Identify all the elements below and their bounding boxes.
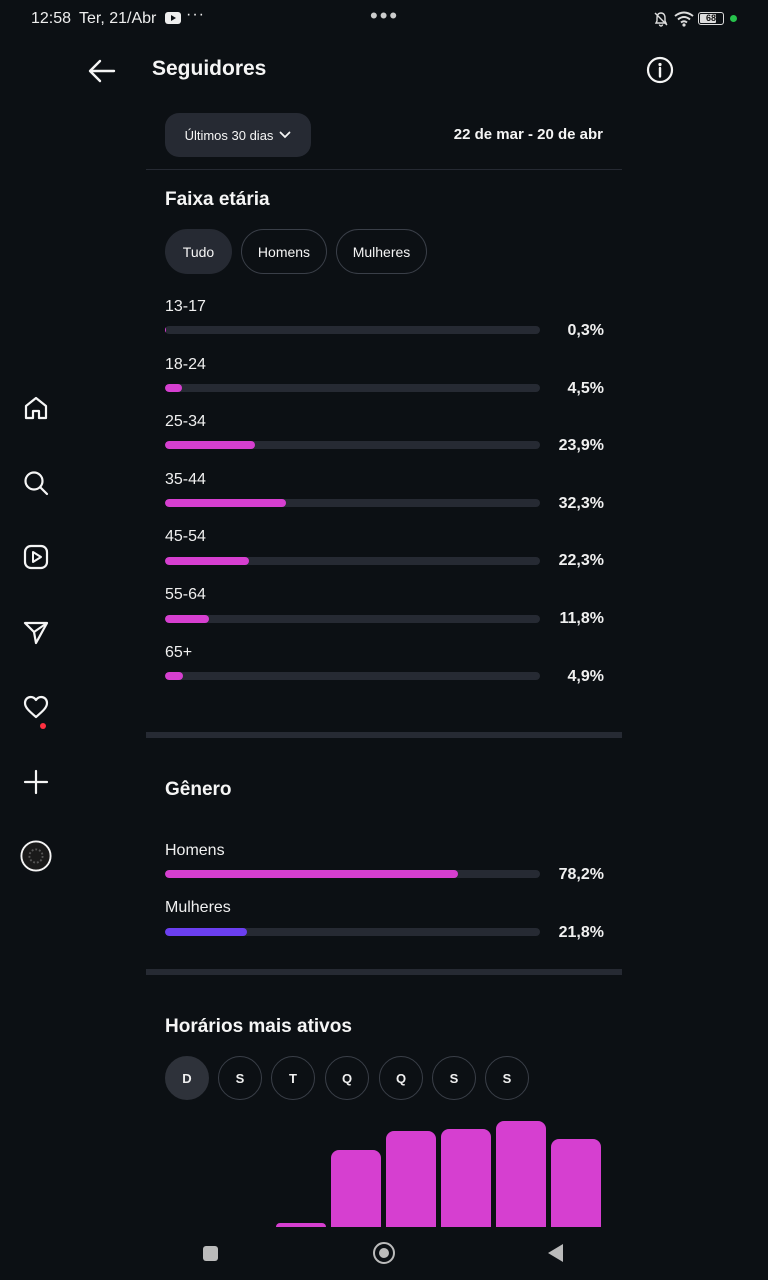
gender-row-track bbox=[165, 870, 540, 878]
date-range: 22 de mar - 20 de abr bbox=[453, 126, 603, 143]
age-section-title: Faixa etária bbox=[165, 189, 270, 210]
hour-bar bbox=[496, 1121, 546, 1227]
age-row-percent: 4,5% bbox=[567, 380, 604, 397]
day-button-friday[interactable]: S bbox=[432, 1056, 476, 1100]
battery-icon: 68 bbox=[698, 12, 724, 25]
gender-row-fill bbox=[165, 928, 247, 936]
age-row-track bbox=[165, 557, 540, 565]
notification-dot bbox=[40, 723, 46, 729]
age-row-fill bbox=[165, 499, 287, 507]
age-row-track bbox=[165, 615, 540, 623]
hour-bar bbox=[276, 1223, 326, 1227]
age-row-fill bbox=[165, 384, 182, 392]
gender-row-label: Homens bbox=[165, 842, 225, 859]
chevron-down-icon bbox=[280, 131, 291, 139]
page-title: Seguidores bbox=[152, 57, 267, 80]
age-row-label: 45-54 bbox=[165, 528, 206, 545]
recent-apps-button[interactable] bbox=[203, 1246, 218, 1261]
day-button-wednesday[interactable]: Q bbox=[325, 1056, 369, 1100]
age-row-percent: 23,9% bbox=[558, 437, 604, 454]
hour-bar bbox=[441, 1129, 491, 1227]
info-icon[interactable] bbox=[646, 56, 674, 84]
create-plus-icon[interactable] bbox=[20, 766, 52, 798]
age-row-fill bbox=[165, 615, 210, 623]
period-dropdown-button[interactable]: Últimos 30 dias bbox=[165, 113, 311, 157]
gender-row-fill bbox=[165, 870, 459, 878]
active-times-title: Horários mais ativos bbox=[165, 1016, 352, 1037]
gender-row-label: Mulheres bbox=[165, 899, 231, 916]
divider bbox=[146, 169, 622, 170]
profile-avatar[interactable] bbox=[20, 840, 52, 872]
age-row-label: 65+ bbox=[165, 644, 193, 661]
age-row-percent: 11,8% bbox=[559, 610, 604, 627]
day-button-monday[interactable]: S bbox=[218, 1056, 262, 1100]
home-button[interactable] bbox=[373, 1242, 395, 1264]
day-button-thursday[interactable]: Q bbox=[379, 1056, 423, 1100]
gender-section-title: Gênero bbox=[165, 779, 232, 800]
filter-all-pill[interactable]: Tudo bbox=[165, 229, 232, 274]
status-bar: 12:58 Ter, 21/Abr ··· ••• 68 bbox=[0, 0, 768, 38]
privacy-indicator-dot bbox=[730, 15, 737, 22]
gender-row-percent: 78,2% bbox=[558, 866, 604, 883]
age-row-percent: 4,9% bbox=[567, 668, 604, 685]
direct-messages-icon[interactable] bbox=[20, 616, 52, 648]
age-row-fill bbox=[165, 672, 184, 680]
heart-icon[interactable] bbox=[20, 691, 52, 723]
youtube-notification-icon bbox=[165, 12, 181, 24]
age-row-track bbox=[165, 499, 540, 507]
reels-icon[interactable] bbox=[20, 541, 52, 573]
hour-bar bbox=[386, 1131, 436, 1227]
gender-row-percent: 21,8% bbox=[558, 924, 604, 941]
home-icon[interactable] bbox=[20, 392, 52, 424]
filter-all-label: Tudo bbox=[182, 243, 215, 260]
filter-men-pill[interactable]: Homens bbox=[241, 229, 327, 274]
age-row-percent: 32,3% bbox=[558, 495, 604, 512]
hour-bar bbox=[331, 1150, 381, 1227]
filter-women-pill[interactable]: Mulheres bbox=[336, 229, 427, 274]
age-row-percent: 0,3% bbox=[567, 322, 604, 339]
window-options-icon[interactable]: ••• bbox=[370, 3, 400, 28]
period-dropdown-label: Últimos 30 dias bbox=[184, 127, 274, 143]
age-row-fill bbox=[165, 441, 255, 449]
day-button-sunday[interactable]: D bbox=[165, 1056, 209, 1100]
back-arrow-icon[interactable] bbox=[86, 56, 118, 86]
age-row-fill bbox=[165, 326, 167, 334]
age-row-track bbox=[165, 384, 540, 392]
day-button-tuesday[interactable]: T bbox=[271, 1056, 315, 1100]
back-button[interactable] bbox=[548, 1244, 563, 1262]
search-icon[interactable] bbox=[20, 467, 52, 499]
bell-muted-icon bbox=[654, 12, 668, 27]
section-divider bbox=[146, 969, 622, 975]
age-row-fill bbox=[165, 557, 249, 565]
age-row-label: 25-34 bbox=[165, 413, 206, 430]
filter-women-label: Mulheres bbox=[352, 243, 411, 260]
status-time: 12:58 bbox=[31, 10, 72, 27]
status-date: Ter, 21/Abr bbox=[79, 10, 157, 27]
age-row-label: 13-17 bbox=[165, 298, 206, 315]
age-row-label: 55-64 bbox=[165, 586, 206, 603]
day-button-saturday[interactable]: S bbox=[485, 1056, 529, 1100]
more-notifications-icon: ··· bbox=[186, 6, 205, 23]
active-hours-chart bbox=[165, 1105, 605, 1227]
age-row-track bbox=[165, 441, 540, 449]
age-row-track bbox=[165, 326, 540, 334]
age-row-percent: 22,3% bbox=[558, 552, 604, 569]
age-row-label: 18-24 bbox=[165, 356, 206, 373]
hour-bar bbox=[551, 1139, 601, 1227]
gender-row-track bbox=[165, 928, 540, 936]
section-divider bbox=[146, 732, 622, 738]
wifi-icon bbox=[674, 11, 694, 27]
age-row-label: 35-44 bbox=[165, 471, 206, 488]
battery-level: 68 bbox=[705, 13, 716, 23]
age-row-track bbox=[165, 672, 540, 680]
filter-men-label: Homens bbox=[257, 243, 311, 260]
